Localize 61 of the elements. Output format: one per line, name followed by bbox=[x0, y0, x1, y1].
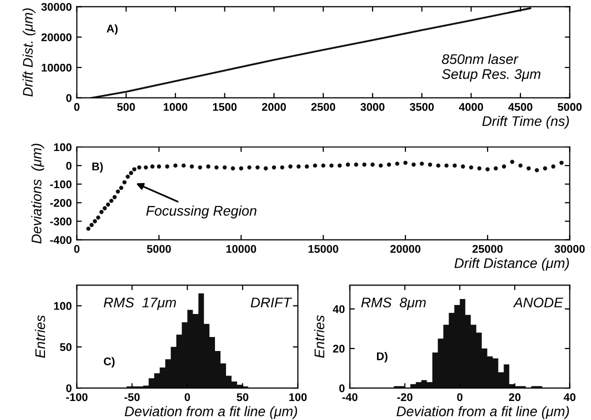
annotation: RMS 8μm bbox=[361, 298, 426, 310]
y-tick-label: 0 bbox=[66, 94, 72, 102]
x-tick-label: 2500 bbox=[311, 103, 336, 111]
y-axis-title: Deviations (μm) bbox=[31, 144, 44, 244]
x-tick-label: 2000 bbox=[262, 103, 286, 111]
x-tick-label: 4000 bbox=[458, 103, 484, 111]
y-tick-label: -400 bbox=[50, 236, 72, 244]
annotation: C) bbox=[104, 357, 115, 368]
x-tick-label: 5000 bbox=[558, 103, 582, 111]
y-tick-label: 20 bbox=[333, 344, 345, 353]
x-tick-label: -50 bbox=[124, 393, 140, 402]
y-tick-label: 100 bbox=[54, 302, 72, 310]
x-tick-label: 50 bbox=[236, 393, 248, 402]
annotation: RMS 17μm bbox=[104, 298, 176, 310]
x-tick-label: 15000 bbox=[308, 244, 338, 253]
annotation: Focussing Region bbox=[146, 206, 256, 218]
y-axis-title: Entries bbox=[34, 315, 46, 358]
x-tick-label: 0 bbox=[74, 103, 80, 111]
x-tick-label: 30000 bbox=[554, 244, 585, 253]
y-tick-label: 10000 bbox=[42, 64, 72, 72]
x-axis-title: Drift Distance (μm) bbox=[454, 258, 569, 271]
x-axis-title: Deviation from a fit line (μm) bbox=[396, 406, 569, 420]
x-tick-label: 4500 bbox=[508, 103, 532, 111]
x-tick-label: 25000 bbox=[472, 244, 503, 253]
x-tick-label: 100 bbox=[289, 393, 307, 402]
x-axis-title: Drift Time (ns) bbox=[482, 116, 569, 129]
x-tick-label: 0 bbox=[74, 244, 80, 253]
y-tick-label: 50 bbox=[60, 343, 72, 352]
y-tick-label: -200 bbox=[50, 198, 72, 207]
y-tick-label: 0 bbox=[66, 162, 72, 170]
annotation: ANODE bbox=[513, 298, 564, 308]
annotation: DRIFT bbox=[250, 298, 292, 308]
annotation: 850nm laser Setup Res. 3μm bbox=[442, 54, 540, 82]
y-tick-label: 40 bbox=[332, 305, 345, 314]
y-tick-label: 0 bbox=[66, 384, 72, 392]
y-tick-label: 100 bbox=[54, 143, 72, 152]
x-tick-label: 20000 bbox=[390, 244, 420, 253]
x-tick-label: 10000 bbox=[226, 244, 256, 253]
y-tick-label: -100 bbox=[50, 180, 72, 188]
x-tick-label: 40 bbox=[564, 393, 576, 402]
x-tick-label: 5000 bbox=[146, 244, 171, 253]
y-tick-label: 20000 bbox=[41, 33, 72, 42]
y-axis-title: Entries bbox=[314, 315, 324, 358]
x-tick-label: -20 bbox=[397, 393, 412, 402]
x-tick-label: 3000 bbox=[360, 103, 384, 111]
annotation: B) bbox=[92, 162, 103, 173]
y-tick-label: 0 bbox=[339, 384, 345, 392]
x-tick-label: 3500 bbox=[410, 103, 434, 111]
x-tick-label: 0 bbox=[457, 393, 462, 402]
x-tick-label: 0 bbox=[184, 393, 190, 402]
x-tick-label: 500 bbox=[117, 103, 135, 111]
x-tick-label: 20 bbox=[508, 393, 520, 402]
x-tick-label: 1500 bbox=[213, 103, 237, 111]
x-tick-label: 1000 bbox=[164, 103, 188, 111]
y-tick-label: 30000 bbox=[41, 2, 72, 11]
annotation: A) bbox=[106, 24, 118, 35]
y-tick-label: -300 bbox=[50, 218, 72, 226]
y-axis-title: Drift Dist. (μm) bbox=[22, 8, 36, 97]
annotation: D) bbox=[376, 352, 388, 362]
x-axis-title: Deviation from a fit line (μm) bbox=[124, 406, 298, 420]
x-tick-label: -40 bbox=[342, 393, 358, 402]
